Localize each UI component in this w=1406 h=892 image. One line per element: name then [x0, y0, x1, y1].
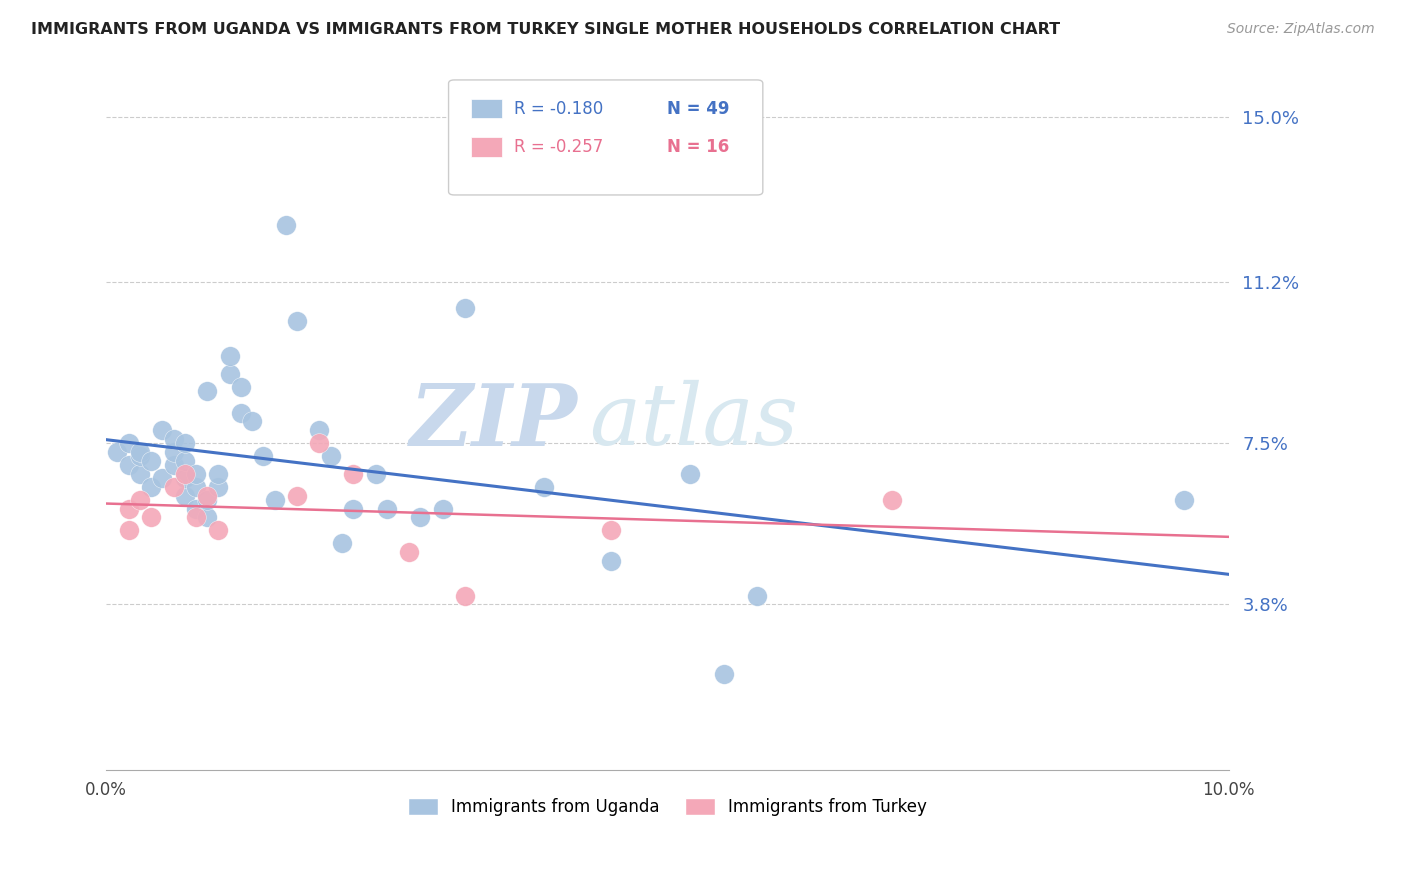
Point: [150, 423, 173, 437]
Text: ZIP: ZIP: [409, 380, 578, 463]
Point: [173, 471, 195, 485]
Point: [184, 480, 207, 494]
Point: [184, 501, 207, 516]
Point: [600, 524, 623, 538]
Point: [880, 492, 903, 507]
Text: N = 16: N = 16: [668, 138, 730, 156]
Point: [679, 467, 702, 481]
Point: [207, 467, 229, 481]
Point: [129, 450, 152, 464]
Point: [229, 379, 252, 393]
Point: [533, 480, 555, 494]
Point: [207, 480, 229, 494]
Point: [118, 436, 141, 450]
Point: [218, 367, 240, 381]
Point: [342, 501, 364, 516]
Point: [195, 510, 218, 524]
Point: [107, 445, 129, 459]
Point: [240, 415, 263, 429]
Point: [162, 480, 184, 494]
FancyBboxPatch shape: [471, 137, 502, 157]
Point: [252, 450, 274, 464]
Point: [308, 423, 330, 437]
Point: [173, 467, 195, 481]
Point: [118, 458, 141, 472]
Point: [162, 432, 184, 446]
Point: [129, 467, 152, 481]
Point: [129, 492, 152, 507]
Text: Source: ZipAtlas.com: Source: ZipAtlas.com: [1227, 22, 1375, 37]
Point: [1173, 492, 1195, 507]
Point: [162, 445, 184, 459]
Text: atlas: atlas: [589, 380, 799, 463]
Point: [229, 406, 252, 420]
Text: R = -0.180: R = -0.180: [513, 100, 603, 118]
Point: [184, 467, 207, 481]
Point: [342, 467, 364, 481]
Point: [330, 536, 353, 550]
Point: [454, 589, 477, 603]
Point: [195, 492, 218, 507]
Point: [432, 501, 454, 516]
Point: [375, 501, 398, 516]
Point: [173, 489, 195, 503]
Point: [454, 301, 477, 316]
Point: [274, 219, 297, 233]
Point: [150, 471, 173, 485]
Legend: Immigrants from Uganda, Immigrants from Turkey: Immigrants from Uganda, Immigrants from …: [399, 789, 935, 824]
Point: [364, 467, 387, 481]
Text: IMMIGRANTS FROM UGANDA VS IMMIGRANTS FROM TURKEY SINGLE MOTHER HOUSEHOLDS CORREL: IMMIGRANTS FROM UGANDA VS IMMIGRANTS FRO…: [31, 22, 1060, 37]
Point: [263, 492, 285, 507]
Point: [600, 554, 623, 568]
Point: [184, 510, 207, 524]
Point: [308, 436, 330, 450]
Point: [139, 453, 162, 467]
Point: [195, 489, 218, 503]
Point: [747, 589, 769, 603]
Point: [173, 436, 195, 450]
Point: [139, 510, 162, 524]
Point: [118, 524, 141, 538]
Point: [207, 524, 229, 538]
Point: [398, 545, 420, 559]
Point: [173, 453, 195, 467]
FancyBboxPatch shape: [449, 80, 763, 195]
Point: [129, 445, 152, 459]
Point: [713, 667, 735, 681]
Point: [162, 458, 184, 472]
Text: N = 49: N = 49: [668, 100, 730, 118]
Point: [285, 314, 308, 328]
Point: [285, 489, 308, 503]
Point: [195, 384, 218, 398]
Point: [409, 510, 432, 524]
Text: R = -0.257: R = -0.257: [513, 138, 603, 156]
Point: [319, 450, 342, 464]
Point: [218, 349, 240, 363]
FancyBboxPatch shape: [471, 99, 502, 119]
Point: [118, 501, 141, 516]
Point: [139, 480, 162, 494]
